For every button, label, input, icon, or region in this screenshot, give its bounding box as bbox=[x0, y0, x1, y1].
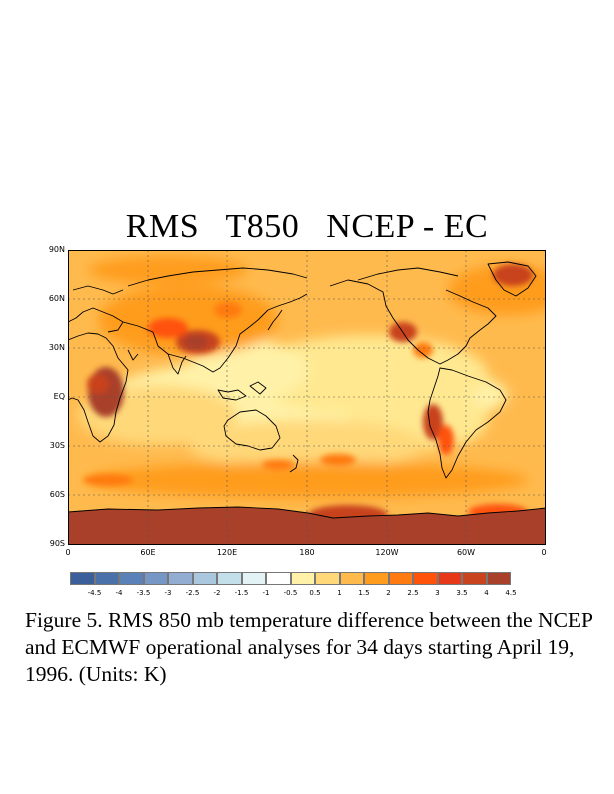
colorbar-swatch bbox=[290, 572, 315, 585]
lat-label-60n: 60N bbox=[48, 294, 65, 303]
colorbar-tick-label: -0.5 bbox=[283, 589, 298, 597]
colorbar-tick-label: 2 bbox=[386, 589, 391, 597]
lat-label-30s: 30S bbox=[49, 441, 65, 450]
lon-label-0-east: 0 bbox=[541, 548, 547, 557]
lat-label-30n: 30N bbox=[48, 343, 65, 352]
colorbar-swatch bbox=[168, 572, 193, 585]
lon-label-120e: 120E bbox=[216, 548, 238, 557]
lat-label-90s: 90S bbox=[49, 539, 65, 548]
colorbar-tick-label: -4.5 bbox=[87, 589, 102, 597]
lat-label-60s: 60S bbox=[49, 490, 65, 499]
lon-label-60e: 60E bbox=[140, 548, 156, 557]
colorbar-swatch bbox=[192, 572, 217, 585]
colorbar-tick-label: -4 bbox=[115, 589, 123, 597]
colorbar-swatch bbox=[315, 572, 340, 585]
colorbar-swatch bbox=[70, 572, 95, 585]
colorbar-tick-label: -1 bbox=[262, 589, 270, 597]
colorbar-tick-label: 4 bbox=[484, 589, 489, 597]
colorbar-swatch bbox=[388, 572, 413, 585]
colorbar-swatch bbox=[217, 572, 242, 585]
coastlines bbox=[68, 261, 546, 519]
colorbar-swatch bbox=[266, 572, 291, 585]
colorbar-tick-label: 0.5 bbox=[309, 589, 321, 597]
colorbar-tick-label: -2.5 bbox=[185, 589, 200, 597]
colorbar-tick-label: -2 bbox=[213, 589, 221, 597]
colorbar-swatch bbox=[413, 572, 438, 585]
colorbar-tick-label: 4.5 bbox=[505, 589, 517, 597]
colorbar-swatch bbox=[437, 572, 462, 585]
lon-label-120w: 120W bbox=[375, 548, 399, 557]
rms-temperature-map bbox=[68, 250, 546, 545]
colorbar-swatch bbox=[486, 572, 511, 585]
lon-label-180: 180 bbox=[299, 548, 315, 557]
colorbar-swatch bbox=[143, 572, 168, 585]
colorbar-tick-label: 1.5 bbox=[358, 589, 370, 597]
figure-title: RMS T850 NCEP - EC bbox=[125, 208, 489, 245]
lon-label-60w: 60W bbox=[456, 548, 476, 557]
colorbar bbox=[70, 572, 511, 585]
colorbar-swatch bbox=[94, 572, 119, 585]
figure-caption: Figure 5. RMS 850 mb temperature differe… bbox=[25, 608, 593, 686]
lon-label-0: 0 bbox=[65, 548, 71, 557]
colorbar-tick-label: 2.5 bbox=[407, 589, 419, 597]
map-frame bbox=[68, 250, 546, 545]
colorbar-tick-label: 1 bbox=[337, 589, 342, 597]
colorbar-tick-label: 3 bbox=[435, 589, 440, 597]
colorbar-swatch bbox=[339, 572, 364, 585]
colorbar-tick-label: 3.5 bbox=[456, 589, 468, 597]
colorbar-tick-label: -1.5 bbox=[234, 589, 249, 597]
graticule bbox=[68, 250, 546, 545]
colorbar-swatch bbox=[364, 572, 389, 585]
lat-label-eq: EQ bbox=[53, 392, 65, 401]
lat-label-90n: 90N bbox=[48, 245, 65, 254]
colorbar-swatch bbox=[119, 572, 144, 585]
colorbar-tick-label: -3 bbox=[164, 589, 172, 597]
colorbar-swatch bbox=[241, 572, 266, 585]
colorbar-tick-label: -3.5 bbox=[136, 589, 151, 597]
colorbar-swatch bbox=[462, 572, 487, 585]
